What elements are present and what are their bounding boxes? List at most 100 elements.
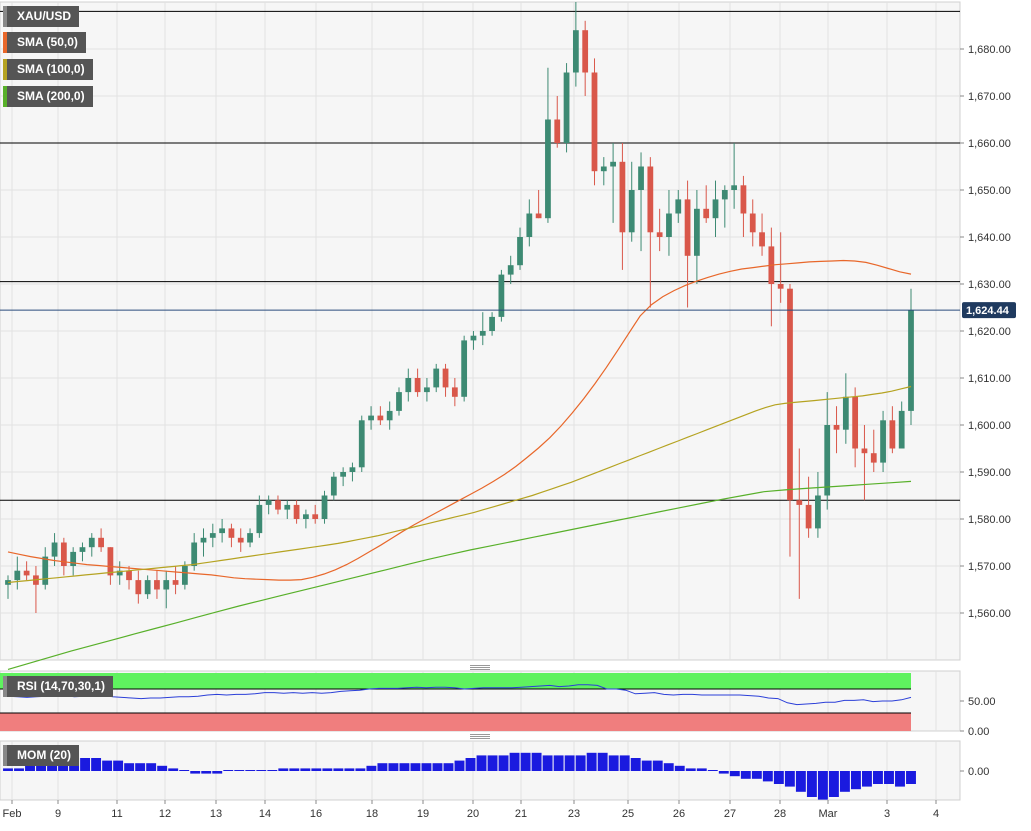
- candle-body: [14, 570, 21, 581]
- mom-bar: [443, 763, 454, 771]
- candle-body: [228, 528, 235, 538]
- mom-bar: [674, 765, 685, 771]
- y-tick-label: 1,620.00: [968, 326, 1011, 338]
- candle-body: [870, 453, 877, 463]
- candle-body: [293, 504, 300, 519]
- candle-body: [517, 237, 523, 266]
- candle-body: [619, 161, 626, 233]
- mom-bar: [168, 768, 179, 771]
- candle-body: [591, 72, 598, 172]
- mom-bar: [146, 763, 157, 771]
- candle-body: [461, 340, 468, 397]
- mom-bar: [91, 758, 102, 771]
- y-tick-label: 1,580.00: [968, 514, 1011, 526]
- x-tick-label: 9: [55, 808, 61, 820]
- candle-body: [98, 537, 104, 548]
- candle-body: [200, 537, 207, 543]
- candle-body: [154, 580, 160, 590]
- mom-label[interactable]: MOM (20): [3, 745, 79, 766]
- rsi-overbought-band: [0, 673, 911, 689]
- sma50-label[interactable]: SMA (50,0): [3, 32, 86, 53]
- candle-body: [610, 161, 616, 167]
- pane-resize-handle-rsi[interactable]: [470, 664, 490, 670]
- mom-bar: [498, 755, 509, 771]
- candle-body: [554, 119, 561, 143]
- candle-body: [842, 396, 849, 430]
- candle-body: [51, 542, 58, 557]
- mom-bar: [850, 771, 861, 790]
- candle-body: [451, 387, 458, 397]
- x-tick-label: 27: [724, 808, 736, 820]
- candle-body: [88, 537, 95, 548]
- candle-body: [666, 213, 672, 237]
- candle-body: [163, 580, 170, 590]
- rsi-oversold-band: [0, 713, 911, 731]
- candle-body: [684, 199, 691, 256]
- x-tick-label: 13: [210, 808, 222, 820]
- candle-body: [777, 284, 784, 289]
- candle-body: [628, 190, 635, 233]
- candle-body: [209, 533, 216, 538]
- candle-body: [880, 420, 886, 463]
- candle-body: [908, 310, 914, 411]
- mom-bar: [454, 760, 465, 771]
- candle-body: [386, 410, 393, 421]
- sma200-label[interactable]: SMA (200,0): [3, 86, 93, 107]
- mom-bar: [531, 752, 542, 771]
- rsi-tick-label: 0.00: [968, 726, 989, 738]
- mom-bar: [58, 763, 69, 771]
- x-tick-label: Mar: [819, 808, 838, 820]
- mom-bar: [608, 755, 619, 771]
- x-tick-label: 20: [467, 808, 479, 820]
- y-tick-label: 1,570.00: [968, 561, 1011, 573]
- x-tick-label: 14: [259, 808, 271, 820]
- mom-bar: [542, 755, 553, 771]
- candle-body: [330, 476, 337, 496]
- sma200-line: [7, 480, 912, 670]
- mom-bar: [47, 763, 58, 771]
- candle-body: [545, 119, 551, 219]
- candle-body: [172, 580, 179, 585]
- mom-bar: [884, 771, 894, 784]
- mom-bar: [762, 771, 773, 782]
- mom-bar: [36, 763, 46, 771]
- x-tick-label: 3: [884, 808, 890, 820]
- mom-bar: [575, 755, 586, 771]
- y-tick-label: 1,650.00: [968, 185, 1011, 197]
- sma100-label[interactable]: SMA (100,0): [3, 59, 93, 80]
- sma100-label-text: SMA (100,0): [17, 62, 85, 76]
- mom-bar: [245, 770, 256, 771]
- candle-body: [275, 500, 281, 510]
- mom-bar: [366, 765, 377, 771]
- candle-body: [759, 232, 765, 247]
- mom-bar: [476, 755, 487, 771]
- x-tick-label: 4: [933, 808, 939, 820]
- candle-body: [433, 368, 440, 388]
- rsi-label[interactable]: RSI (14,70,30,1): [3, 676, 114, 697]
- candle-body: [740, 185, 747, 214]
- x-tick-label: 21: [515, 808, 527, 820]
- mom-bar: [289, 768, 300, 771]
- mom-bar: [14, 768, 24, 771]
- mom-bar: [586, 752, 597, 771]
- mom-bar: [663, 763, 674, 771]
- candle-body: [247, 533, 253, 543]
- last-price-tag-text: 1,624.44: [966, 305, 1010, 317]
- mom-bar: [267, 770, 278, 771]
- mom-bar: [520, 752, 531, 771]
- symbol-label[interactable]: XAU/USD: [3, 6, 80, 27]
- candle-body: [191, 542, 198, 566]
- pane-resize-handle-mom[interactable]: [470, 733, 490, 739]
- mom-bar: [652, 760, 663, 771]
- candle-body: [405, 378, 412, 393]
- candle-body: [424, 387, 430, 393]
- candle-body: [889, 420, 896, 449]
- rsi-line: [7, 684, 912, 706]
- candle-body: [703, 208, 710, 219]
- mom-bar: [895, 771, 905, 787]
- y-tick-label: 1,610.00: [968, 373, 1011, 385]
- mom-bar: [718, 771, 729, 774]
- candle-body: [368, 415, 374, 421]
- mom-bar: [828, 771, 839, 797]
